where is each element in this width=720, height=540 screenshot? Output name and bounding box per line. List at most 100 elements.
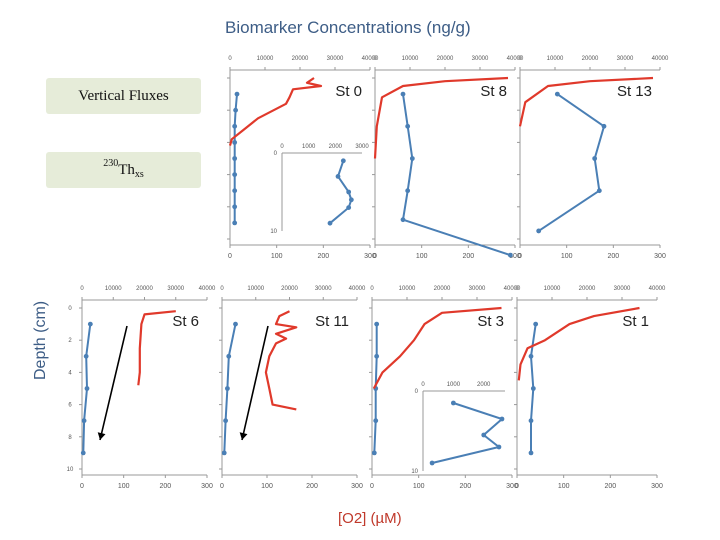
y-tick-label: 10 <box>67 467 74 473</box>
o2-series-line <box>538 93 605 232</box>
o2-data-point <box>87 321 93 327</box>
o2-data-point <box>81 418 87 424</box>
o2-data-point <box>371 450 377 456</box>
inset-x-tick-label: 2000 <box>477 382 491 388</box>
bottom-tick-label: 200 <box>459 483 471 490</box>
legend-thxs-sup: 230 <box>103 157 119 169</box>
top-tick-label: 20000 <box>437 56 454 62</box>
bottom-tick-label: 100 <box>413 483 425 490</box>
panel-st-11: 0 10000 20000 30000 40000 0 100 200 300 St 11 <box>219 286 366 490</box>
panel-st-13: 0 10000 20000 30000 40000 0 100 200 300 St 13 <box>517 56 669 260</box>
top-tick-label: 0 <box>518 56 522 62</box>
top-tick-label: 10000 <box>402 56 419 62</box>
legend-thxs: 230 Th xs <box>46 152 201 188</box>
station-title: St 8 <box>480 83 507 100</box>
top-tick-label: 40000 <box>652 56 669 62</box>
bottom-tick-label: 200 <box>604 483 616 490</box>
o2-data-point <box>83 353 89 359</box>
o2-data-point <box>221 450 227 456</box>
station-title: St 1 <box>622 313 649 330</box>
biomarker-series-line <box>264 310 298 411</box>
inset-x-tick-label: 0 <box>421 382 425 388</box>
biomarker-series-line <box>518 76 654 127</box>
o2-data-point <box>232 123 238 129</box>
o2-data-point <box>232 204 238 210</box>
top-tick-label: 0 <box>370 286 374 292</box>
o2-data-point <box>225 386 230 391</box>
top-tick-label: 40000 <box>349 286 366 292</box>
inset-data-point <box>450 400 456 406</box>
flux-arrow-st6-head <box>97 432 106 440</box>
y-tick-label: 4 <box>68 370 72 376</box>
inset-data-point <box>499 416 505 422</box>
top-tick-label: 0 <box>220 286 224 292</box>
inset-data-point <box>340 158 346 164</box>
flux-arrow-st11-head <box>239 432 248 440</box>
bottom-tick-label: 0 <box>518 253 522 260</box>
top-tick-label: 10000 <box>544 286 561 292</box>
inset-x-tick-label: 2000 <box>329 144 343 150</box>
top-tick-label: 30000 <box>469 286 486 292</box>
top-tick-label: 20000 <box>582 56 599 62</box>
inset-data-point <box>429 460 435 466</box>
station-title: St 6 <box>172 313 199 330</box>
bottom-tick-label: 100 <box>561 253 573 260</box>
inset-y-tick-label: 10 <box>270 229 277 235</box>
o2-data-point <box>374 353 380 359</box>
o2-data-point <box>232 140 238 145</box>
inset-data-point <box>346 189 352 195</box>
bottom-tick-label: 300 <box>654 253 666 260</box>
top-tick-label: 10000 <box>547 56 564 62</box>
bottom-tick-label: 200 <box>462 253 474 260</box>
page-title: Biomarker Concentrations (ng/g) <box>225 18 471 37</box>
bottom-tick-label: 0 <box>515 483 519 490</box>
top-tick-label: 20000 <box>136 286 153 292</box>
top-tick-label: 30000 <box>327 56 344 62</box>
bottom-tick-label: 0 <box>370 483 374 490</box>
o2-data-point <box>528 450 534 456</box>
bottom-tick-label: 100 <box>261 483 273 490</box>
bottom-tick-label: 300 <box>351 483 363 490</box>
inset-data-point <box>348 197 354 203</box>
top-tick-label: 0 <box>80 286 84 292</box>
bottom-tick-label: 100 <box>118 483 130 490</box>
bottom-tick-label: 0 <box>220 483 224 490</box>
bottom-tick-label: 0 <box>80 483 84 490</box>
top-tick-label: 40000 <box>649 286 666 292</box>
top-tick-label: 20000 <box>579 286 596 292</box>
station-title: St 0 <box>335 83 362 100</box>
inset-series-line <box>329 160 353 224</box>
inset-x-tick-label: 0 <box>280 144 284 150</box>
panel-st-6: 0 10000 20000 30000 40000 0 100 200 300 0 2 4 6 8 10 St… <box>67 286 216 490</box>
o2-data-point <box>554 91 560 97</box>
panel-st-1: 0 10000 20000 30000 40000 0 100 200 300 St 1 <box>514 286 666 490</box>
o2-series-line <box>402 93 511 257</box>
bottom-tick-label: 300 <box>509 253 521 260</box>
inset-y-tick-label: 0 <box>415 389 419 395</box>
top-tick-label: 30000 <box>617 56 634 62</box>
o2-data-point <box>596 188 602 194</box>
inset-x-tick-label: 1000 <box>302 144 316 150</box>
inset-data-point <box>346 205 352 211</box>
inset-x-tick-label: 3000 <box>355 144 369 150</box>
bottom-tick-label: 300 <box>201 483 213 490</box>
o2-data-point <box>400 91 406 97</box>
o2-data-point <box>373 418 379 424</box>
station-title: St 13 <box>617 83 652 100</box>
biomarker-series-line <box>373 76 509 159</box>
biomarker-series-line <box>372 306 502 390</box>
o2-data-point <box>409 156 415 161</box>
inset-x-tick-label: 1000 <box>447 382 461 388</box>
y-tick-label: 0 <box>68 306 72 312</box>
flux-arrow-st11 <box>241 325 269 441</box>
flux-arrow-st6 <box>99 325 128 441</box>
bottom-tick-label: 200 <box>306 483 318 490</box>
bottom-tick-label: 300 <box>364 253 376 260</box>
top-tick-label: 30000 <box>167 286 184 292</box>
top-tick-label: 40000 <box>504 286 521 292</box>
top-tick-label: 0 <box>515 286 519 292</box>
inset-plot: 0 1000 2000 0 10 <box>411 379 512 475</box>
inset-data-point <box>327 220 333 226</box>
top-tick-label: 0 <box>373 56 377 62</box>
